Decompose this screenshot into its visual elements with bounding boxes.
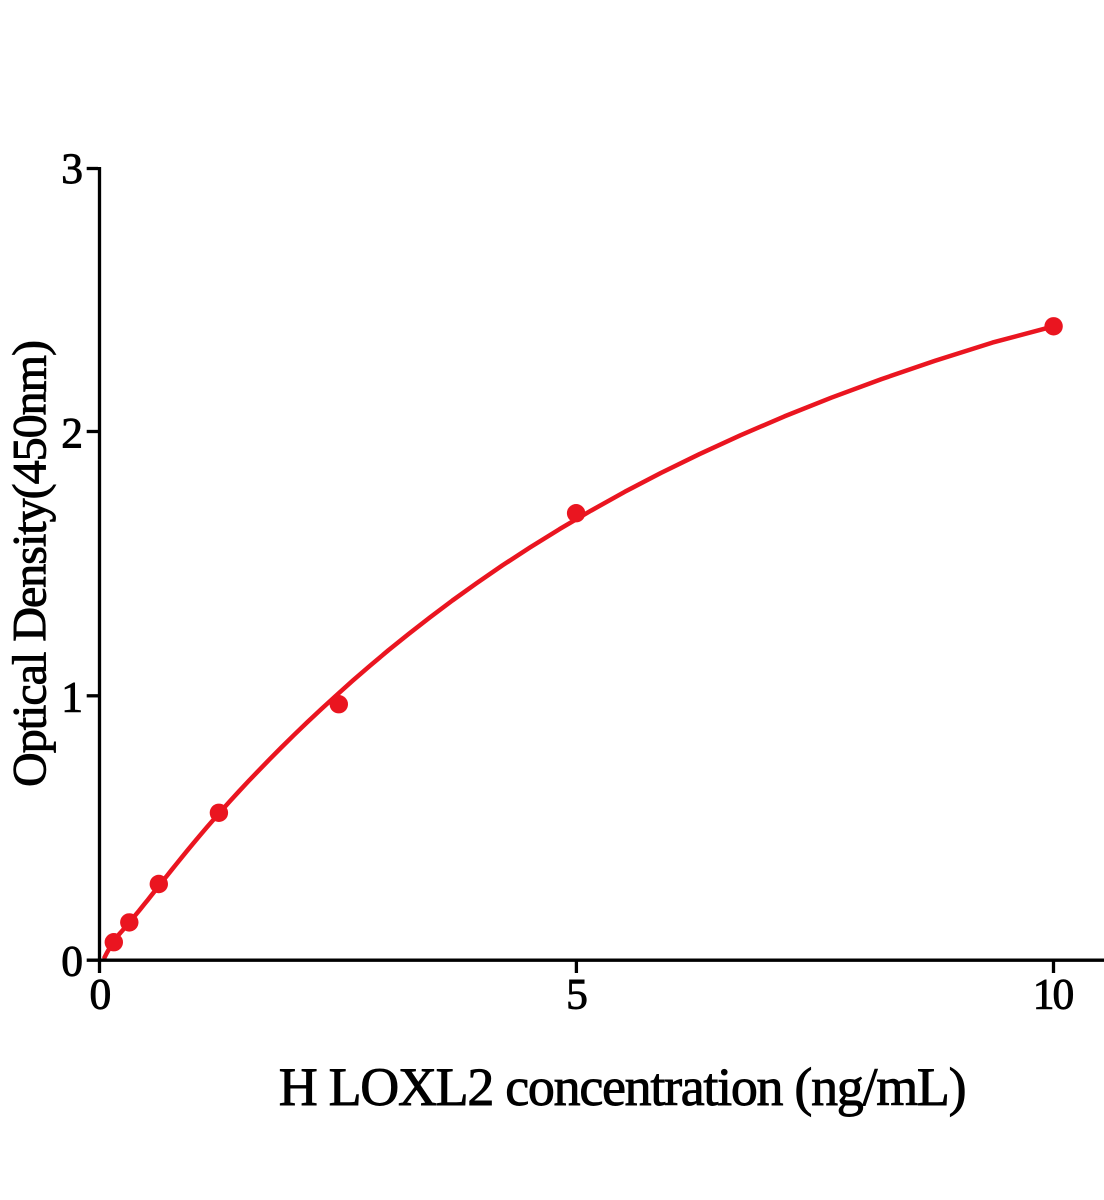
svg-text:10: 10: [1033, 971, 1074, 1019]
svg-text:2: 2: [61, 410, 83, 458]
svg-text:H LOXL2 concentration (ng/mL): H LOXL2 concentration (ng/mL): [279, 1057, 966, 1117]
svg-text:5: 5: [566, 971, 588, 1019]
svg-text:0: 0: [61, 937, 83, 985]
svg-text:3: 3: [61, 145, 83, 193]
svg-text:Optical Density(450nm): Optical Density(450nm): [4, 341, 57, 787]
svg-text:0: 0: [90, 971, 112, 1019]
svg-text:1: 1: [61, 674, 83, 722]
